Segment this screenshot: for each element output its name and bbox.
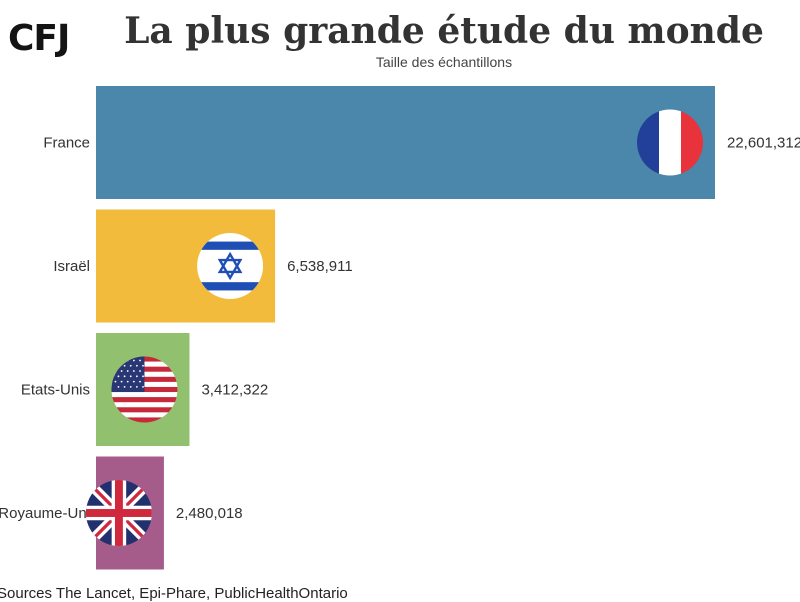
bar-1 (96, 86, 715, 199)
value-label-1: 22,601,312 (727, 135, 800, 152)
category-label-1: France (43, 135, 90, 152)
france-flag-icon (637, 109, 703, 176)
category-label-4: Royaume-Uni (0, 505, 90, 522)
chart-subtitle: Taille des échantillons (375, 54, 513, 70)
usa-flag-icon (111, 356, 178, 423)
value-label-3: 3,412,322 (201, 382, 268, 399)
israel-flag-icon (197, 233, 264, 299)
category-label-3: Etats-Unis (21, 382, 90, 399)
source-note: Sources The Lancet, Epi-Phare, PublicHea… (0, 585, 348, 602)
chart-title: La plus grande étude du monde (124, 10, 764, 52)
value-label-2: 6,538,911 (287, 258, 353, 275)
uk-flag-icon (85, 480, 152, 546)
value-label-4: 2,480,018 (176, 505, 243, 522)
cfj-logo: CFJ (8, 18, 70, 59)
category-label-2: Israël (53, 258, 90, 275)
